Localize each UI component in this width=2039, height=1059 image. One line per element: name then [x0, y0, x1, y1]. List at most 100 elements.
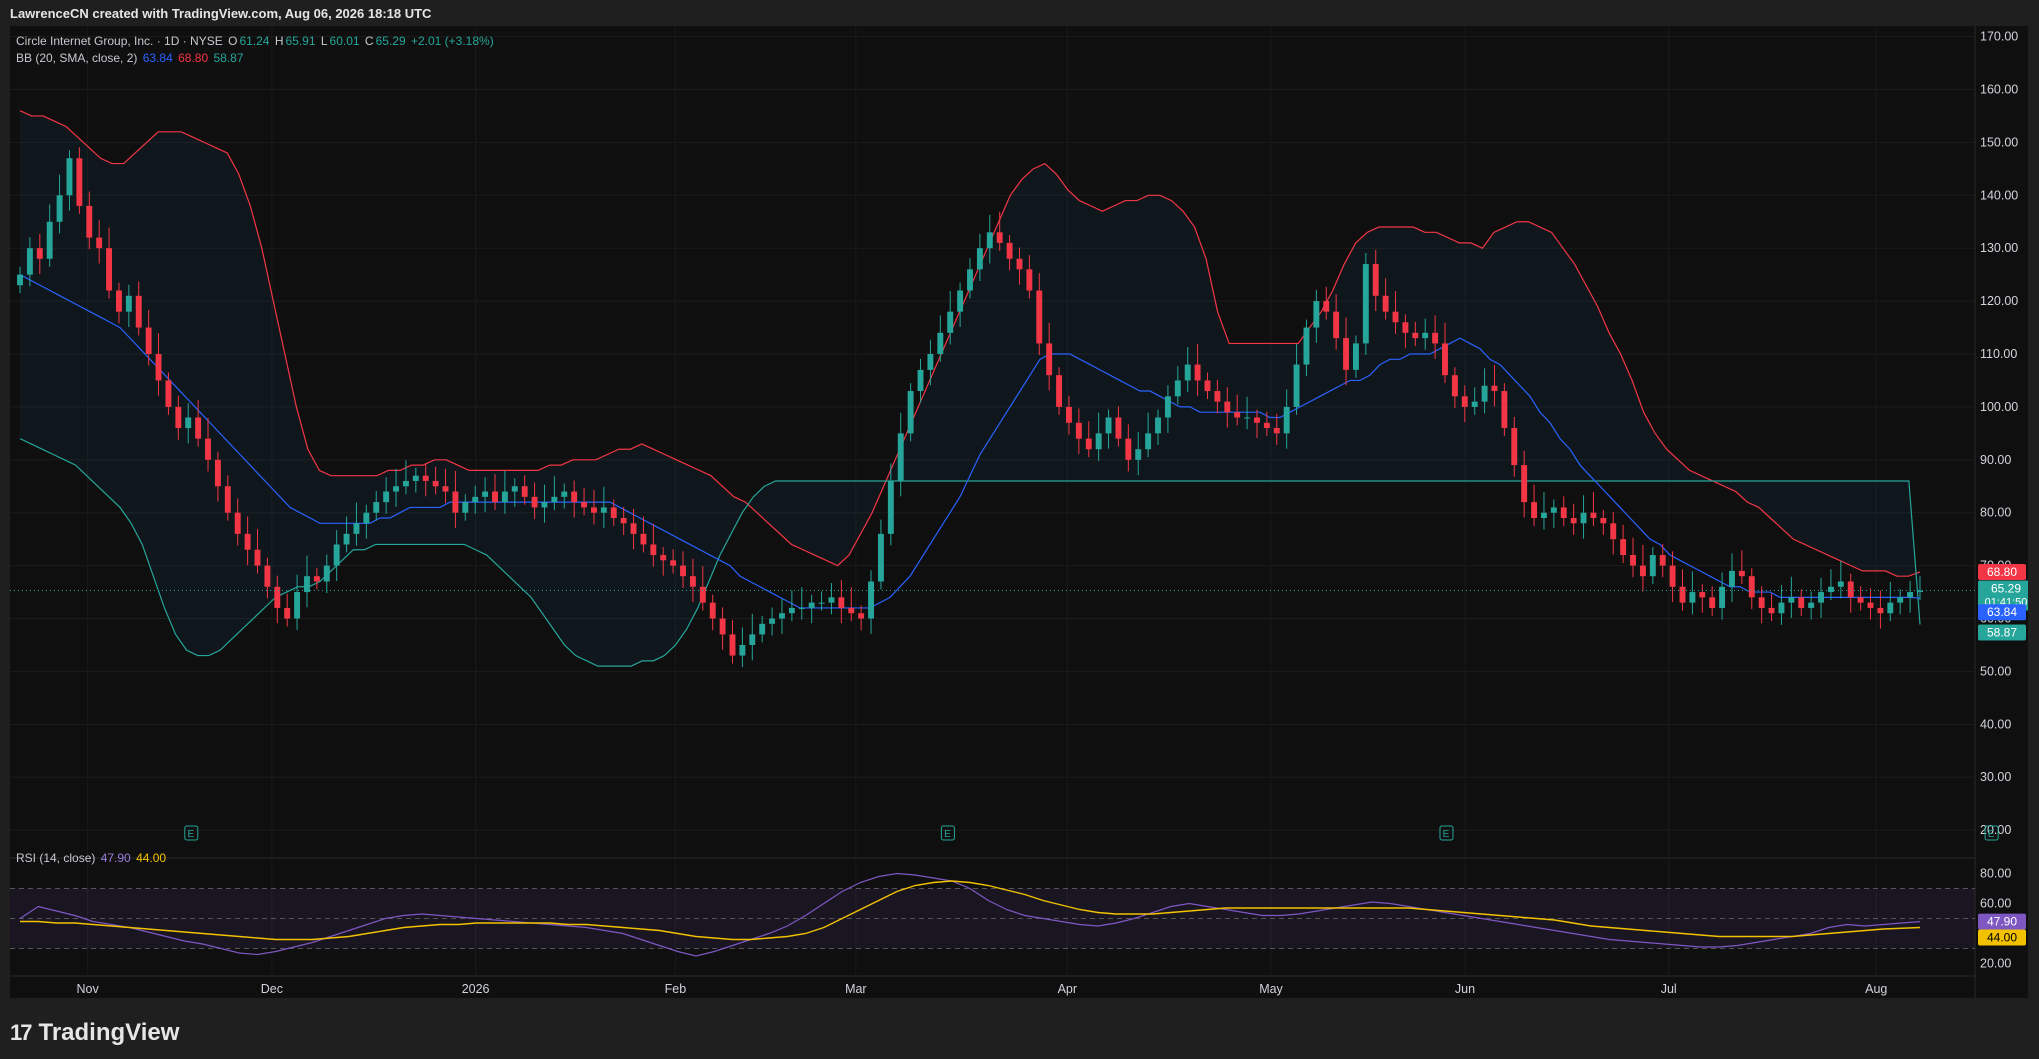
candle-body — [838, 597, 845, 608]
candle-body — [1738, 570, 1745, 577]
earnings-marker-icon — [1984, 825, 1999, 841]
candle-body — [1442, 343, 1448, 376]
candle-body — [670, 560, 677, 566]
candle-body — [917, 369, 924, 392]
candle-body — [551, 496, 558, 503]
bb-band-fill — [20, 110, 1920, 667]
chart-svg[interactable]: 20.0030.0040.0050.0060.0070.0080.0090.00… — [10, 26, 2028, 998]
candle-body — [304, 576, 310, 593]
candle-body — [165, 380, 172, 407]
chart-canvas[interactable]: 20.0030.0040.0050.0060.0070.0080.0090.00… — [10, 26, 2028, 998]
close-value: 65.29 — [375, 34, 406, 48]
candle-body — [1105, 417, 1112, 434]
bb-label[interactable]: BB (20, SMA, close, 2) — [16, 51, 138, 65]
chart-background — [10, 26, 2028, 998]
candle-body — [1719, 586, 1726, 608]
rsi-ma-tag — [1978, 929, 2026, 946]
high-value: 65.91 — [285, 34, 316, 48]
candle-body — [432, 480, 439, 487]
symbol-name[interactable]: Circle Internet Group, Inc. · 1D · NYSE — [16, 34, 223, 48]
rsi-tag-text: 47.90 — [1987, 915, 2017, 929]
last-price-text: 65.29 — [1991, 582, 2021, 596]
basis-tag — [1978, 604, 2026, 621]
candle-body — [363, 512, 370, 524]
candle-body — [600, 507, 607, 513]
candle-body — [452, 491, 459, 513]
candle-body — [680, 565, 686, 577]
tradingview-watermark: 17 TradingView — [10, 1019, 179, 1047]
bb-basis-value: 63.84 — [142, 51, 173, 65]
candle-body — [1412, 332, 1419, 339]
candle-body — [1857, 597, 1864, 603]
candle-body — [1026, 269, 1033, 291]
time-tick-label: May — [1259, 982, 1283, 996]
candle-body — [749, 634, 756, 645]
earnings-marker-icon — [184, 825, 199, 841]
candle-body — [818, 602, 825, 604]
candle-body — [472, 496, 479, 503]
candle-body — [640, 533, 647, 545]
candle-body — [1798, 597, 1805, 608]
price-tick-label: 160.00 — [1980, 82, 2018, 96]
candle-body — [1075, 422, 1082, 439]
price-tick-label: 130.00 — [1980, 241, 2018, 255]
candle-body — [1827, 586, 1834, 593]
candle-body — [1422, 332, 1429, 339]
candle-body — [1788, 597, 1795, 603]
candle-body — [1778, 602, 1785, 614]
candle-body — [1115, 417, 1122, 439]
candle-body — [1620, 539, 1627, 556]
earnings-marker-label: E — [187, 829, 194, 840]
candle-body — [393, 486, 399, 492]
candle-body — [1560, 507, 1567, 518]
candle-body — [996, 232, 1003, 243]
price-tick-label: 150.00 — [1980, 135, 2018, 149]
price-tick-label: 30.00 — [1980, 770, 2011, 784]
candle-body — [86, 205, 93, 238]
candle-body — [462, 502, 469, 513]
candle-body — [976, 248, 983, 270]
open-value: 61.24 — [239, 34, 270, 48]
candle-body — [26, 248, 33, 275]
candle-body — [541, 502, 548, 508]
candle-body — [630, 523, 637, 534]
candle-body — [492, 491, 498, 503]
upper-band-tag — [1978, 563, 2026, 580]
candle-body — [907, 391, 914, 434]
candle-body — [868, 581, 874, 619]
candle-body — [650, 544, 657, 556]
candle-body — [957, 290, 964, 312]
candle-body — [788, 607, 795, 614]
tradingview-logo-icon: 17 — [10, 1020, 33, 1045]
candle-body — [887, 480, 894, 534]
time-tick-label: Jul — [1661, 982, 1677, 996]
candle-body — [1600, 518, 1607, 524]
candle-body — [1214, 391, 1221, 402]
candle-body — [1887, 602, 1894, 614]
price-tick-label: 170.00 — [1980, 30, 2018, 44]
rsi-label[interactable]: RSI (14, close) — [16, 851, 96, 865]
candle-body — [1204, 380, 1211, 392]
candle-body — [709, 602, 716, 619]
candle-body — [610, 507, 617, 518]
candle-body — [1056, 375, 1063, 407]
candle-body — [96, 237, 103, 249]
candle-body — [1471, 401, 1478, 407]
candle-body — [125, 295, 132, 312]
candle-body — [224, 486, 231, 513]
candle-body — [1630, 555, 1636, 566]
candle-body — [1135, 449, 1142, 460]
candle-body — [373, 502, 380, 513]
candle-body — [848, 607, 855, 614]
candle-body — [214, 459, 221, 487]
candle-body — [769, 618, 776, 624]
candle-body — [254, 549, 261, 566]
bb-lower-value: 58.87 — [213, 51, 244, 65]
candle-body — [1155, 417, 1161, 434]
candle-body — [1145, 433, 1152, 450]
candle-body — [56, 195, 63, 222]
rsi-ma-tag-text: 44.00 — [1987, 931, 2017, 945]
candle-body — [1639, 565, 1646, 577]
rsi-value: 47.90 — [100, 851, 131, 865]
candle-body — [1521, 465, 1528, 503]
